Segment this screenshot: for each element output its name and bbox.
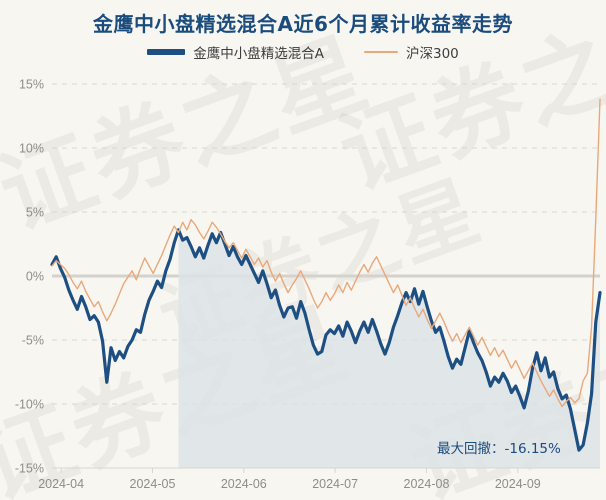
legend-item-benchmark[interactable]: 沪深300 bbox=[363, 42, 459, 62]
y-axis-label: 10% bbox=[19, 142, 44, 156]
drawdown-region bbox=[178, 229, 600, 468]
chart-title: 金鹰中小盘精选混合A近6个月累计收益率走势 bbox=[93, 12, 513, 36]
legend-label-benchmark: 沪深300 bbox=[405, 46, 459, 62]
x-axis-label: 2024-09 bbox=[495, 477, 541, 491]
x-axis-label: 2024-06 bbox=[221, 477, 267, 491]
y-axis-label: -5% bbox=[22, 334, 44, 348]
x-axis-label: 2024-08 bbox=[404, 477, 450, 491]
y-axis-label: 5% bbox=[26, 206, 44, 220]
y-axis-label: 0% bbox=[26, 270, 44, 284]
chart-legend: 金鹰中小盘精选混合A 沪深300 bbox=[0, 42, 606, 62]
legend-swatch-benchmark-icon bbox=[363, 51, 398, 53]
y-axis-label: 15% bbox=[19, 78, 44, 92]
x-axis-label: 2024-04 bbox=[38, 477, 84, 491]
x-axis-label: 2024-05 bbox=[130, 477, 176, 491]
legend-label-fund: 金鹰中小盘精选混合A bbox=[193, 46, 324, 62]
x-axis-ticks: 2024-04 2024-05 2024-06 2024-07 2024-08 2024-… bbox=[38, 467, 600, 491]
legend-swatch-fund-icon bbox=[147, 49, 186, 55]
y-axis-label: -15% bbox=[15, 462, 44, 476]
max-drawdown-annotation: 最大回撤：-16.15% bbox=[437, 441, 561, 457]
x-axis-label: 2024-07 bbox=[312, 477, 358, 491]
legend-item-fund[interactable]: 金鹰中小盘精选混合A bbox=[147, 42, 324, 62]
series-lines bbox=[50, 98, 602, 452]
y-axis-label: -10% bbox=[15, 398, 44, 412]
y-axis-ticks: 15% 10% 5% 0% -5% -10% -15% bbox=[15, 78, 44, 476]
